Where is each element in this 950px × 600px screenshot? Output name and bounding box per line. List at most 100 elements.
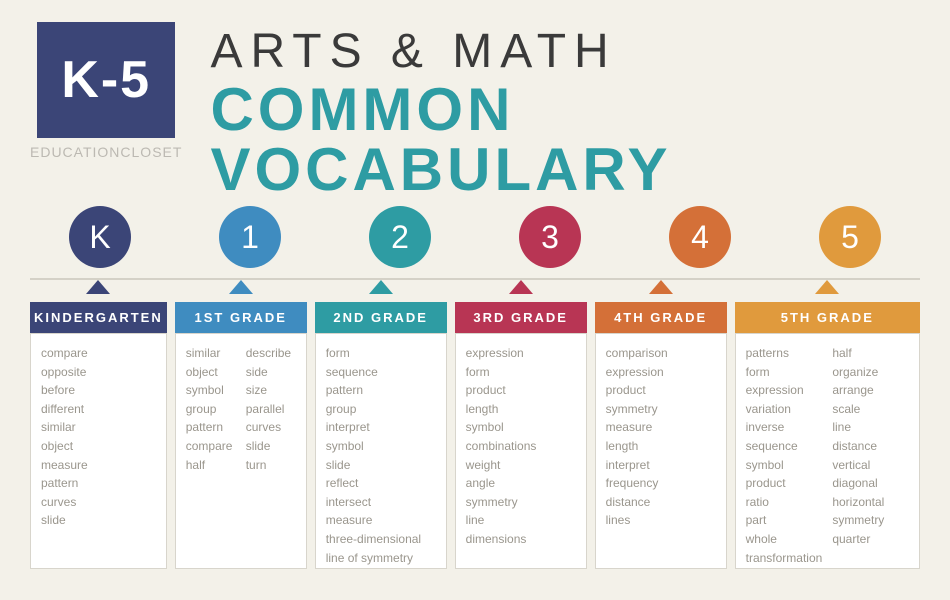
vocab-word: part: [746, 511, 823, 530]
vocab-word: interpret: [326, 418, 436, 437]
vocab-word: measure: [606, 418, 716, 437]
vocab-word: product: [746, 474, 823, 493]
vocab-word: dimensions: [466, 530, 576, 549]
vocab-word: angle: [466, 474, 576, 493]
vocab-word: slide: [41, 511, 156, 530]
vocab-word: expression: [466, 344, 576, 363]
vocab-word: opposite: [41, 363, 156, 382]
vocab-word: intersect: [326, 493, 436, 512]
vocab-word: reflect: [326, 474, 436, 493]
vocab-card: compareoppositebeforedifferentsimilarobj…: [30, 333, 167, 569]
vocab-word: describe: [246, 344, 296, 363]
vocab-word: pattern: [186, 418, 236, 437]
vocab-word: line: [832, 418, 909, 437]
column-arrow-icon: [815, 280, 839, 294]
vocab-word: diagonal: [832, 474, 909, 493]
vocab-word: half: [186, 456, 236, 475]
column-arrow-icon: [369, 280, 393, 294]
vocab-word: symmetry: [606, 400, 716, 419]
vocab-word: expression: [746, 381, 823, 400]
vocab-word: symbol: [746, 456, 823, 475]
vocab-word: combinations: [466, 437, 576, 456]
brand-text: educationcloset: [30, 144, 182, 160]
vocab-word: parallel: [246, 400, 296, 419]
vocab-word: product: [466, 381, 576, 400]
vocab-word: horizontal: [832, 493, 909, 512]
grade-column: 2ND GRADE formsequencepatterngroupinterpr…: [315, 302, 447, 569]
grade-circle-row: K12345: [0, 200, 950, 268]
vocab-word: pattern: [41, 474, 156, 493]
grade-column: 1ST GRADEsimilarobjectsymbolgrouppattern…: [175, 302, 307, 569]
vocab-word: curves: [246, 418, 296, 437]
vocab-word: curves: [41, 493, 156, 512]
vocab-word: slide: [246, 437, 296, 456]
vocab-word: whole: [746, 530, 823, 549]
vocab-word: object: [186, 363, 236, 382]
vocab-word: comparison: [606, 344, 716, 363]
vocab-word: frequency: [606, 474, 716, 493]
vocab-word: form: [746, 363, 823, 382]
grade-column: 4TH GRADE comparisonexpressionproductsymm…: [595, 302, 727, 569]
vocab-word: sequence: [326, 363, 436, 382]
column-arrow-icon: [229, 280, 253, 294]
vocab-word: before: [41, 381, 156, 400]
vocab-word: patterns: [746, 344, 823, 363]
title-block: ARTS & MATH COMMON VOCABULARY: [210, 22, 920, 200]
grade-circle-1: 1: [219, 206, 281, 268]
vocab-word: line: [466, 511, 576, 530]
vocab-word: similar: [41, 418, 156, 437]
vocab-word: weight: [466, 456, 576, 475]
vocab-word: measure: [326, 511, 436, 530]
vocab-word: symbol: [466, 418, 576, 437]
vocab-card: similarobjectsymbolgrouppatterncompareha…: [175, 333, 307, 569]
grade-circle-k: K: [69, 206, 131, 268]
grade-circle-3: 3: [519, 206, 581, 268]
vocab-word: sequence: [746, 437, 823, 456]
vocab-word: distance: [832, 437, 909, 456]
grade-column: KINDERGARTENcompareoppositebeforediffere…: [30, 302, 167, 569]
vocab-word: compare: [186, 437, 236, 456]
header: K-5 educationcloset ARTS & MATH COMMON V…: [0, 0, 950, 200]
column-arrow-icon: [86, 280, 110, 294]
vocab-word: size: [246, 381, 296, 400]
vocab-card: patternsformexpressionvariationinversese…: [735, 333, 920, 569]
vocab-word: three-dimensional: [326, 530, 436, 549]
vocab-word: group: [186, 400, 236, 419]
vocab-word: side: [246, 363, 296, 382]
vocab-word: length: [606, 437, 716, 456]
vocab-word: line of symmetry: [326, 549, 436, 568]
vocab-word: arrange: [832, 381, 909, 400]
k5-badge: K-5: [37, 22, 175, 138]
vocab-word: distance: [606, 493, 716, 512]
vocab-list: expressionformproductlengthsymbolcombina…: [466, 344, 576, 549]
grade-tab-label: 4TH GRADE: [595, 302, 727, 333]
vocab-word: compare: [41, 344, 156, 363]
vocab-word: product: [606, 381, 716, 400]
vocab-list: patternsformexpressionvariationinversese…: [746, 344, 909, 567]
vocab-word: group: [326, 400, 436, 419]
column-arrow-icon: [509, 280, 533, 294]
grade-circle-5: 5: [819, 206, 881, 268]
badge-box: K-5 educationcloset: [30, 22, 182, 160]
vocab-word: slide: [326, 456, 436, 475]
grade-circle-4: 4: [669, 206, 731, 268]
vocab-word: symbol: [186, 381, 236, 400]
vocab-list: comparisonexpressionproductsymmetrymeasu…: [606, 344, 716, 530]
vocab-word: form: [326, 344, 436, 363]
vocab-word: symmetry: [466, 493, 576, 512]
vocab-list: formsequencepatterngroupinterpretsymbols…: [326, 344, 436, 567]
vocab-word: variation: [746, 400, 823, 419]
vocab-list: compareoppositebeforedifferentsimilarobj…: [41, 344, 156, 530]
vocab-word: organize: [832, 363, 909, 382]
grade-column: 3RD GRADEexpressionformproductlengthsymb…: [455, 302, 587, 569]
grade-columns: KINDERGARTENcompareoppositebeforediffere…: [0, 280, 950, 569]
grade-tab-label: 2ND GRADE: [315, 302, 447, 333]
vocab-word: symmetry: [832, 511, 909, 530]
vocab-word: lines: [606, 511, 716, 530]
vocab-word: scale: [832, 400, 909, 419]
vocab-word: expression: [606, 363, 716, 382]
vocab-card: formsequencepatterngroupinterpretsymbols…: [315, 333, 447, 569]
vocab-word: length: [466, 400, 576, 419]
title-line-2: COMMON VOCABULARY: [210, 80, 920, 200]
vocab-word: pattern: [326, 381, 436, 400]
